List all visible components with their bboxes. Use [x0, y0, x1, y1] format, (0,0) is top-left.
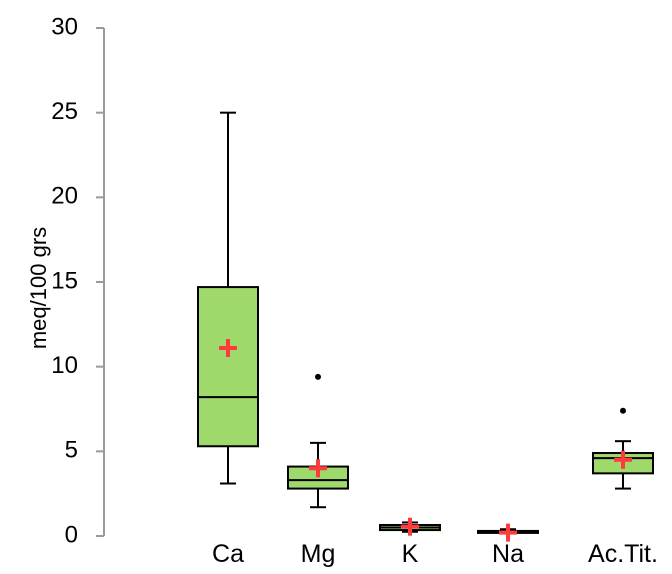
- category-labels: Ca Mg K Na Ac.Tit.: [212, 540, 658, 568]
- y-tick-label: 5: [65, 437, 78, 464]
- category-label: Mg: [301, 540, 336, 568]
- y-axis: 0 5 10 15 20 25 30: [51, 13, 105, 548]
- boxes-layer: [197, 111, 654, 542]
- box-na: [477, 523, 539, 542]
- y-tick-label: 25: [51, 98, 78, 125]
- outlier-point: [620, 407, 626, 414]
- box-mg: [287, 373, 349, 509]
- box-ca: [197, 111, 259, 485]
- y-tick-label: 10: [51, 352, 78, 379]
- box-actit: [592, 407, 654, 490]
- iqr-box: [197, 286, 259, 448]
- category-label: Ca: [212, 540, 244, 568]
- category-label: Na: [492, 540, 524, 568]
- y-tick-label: 0: [65, 521, 78, 548]
- y-tick-label: 30: [51, 13, 78, 40]
- outlier-point: [315, 373, 321, 380]
- category-label: Ac.Tit.: [588, 540, 658, 568]
- y-tick-label: 20: [51, 183, 78, 210]
- box-k: [379, 517, 441, 536]
- y-axis-title: meq/100 grs: [26, 227, 51, 349]
- category-label: K: [402, 540, 419, 568]
- y-tick-label: 15: [51, 267, 78, 294]
